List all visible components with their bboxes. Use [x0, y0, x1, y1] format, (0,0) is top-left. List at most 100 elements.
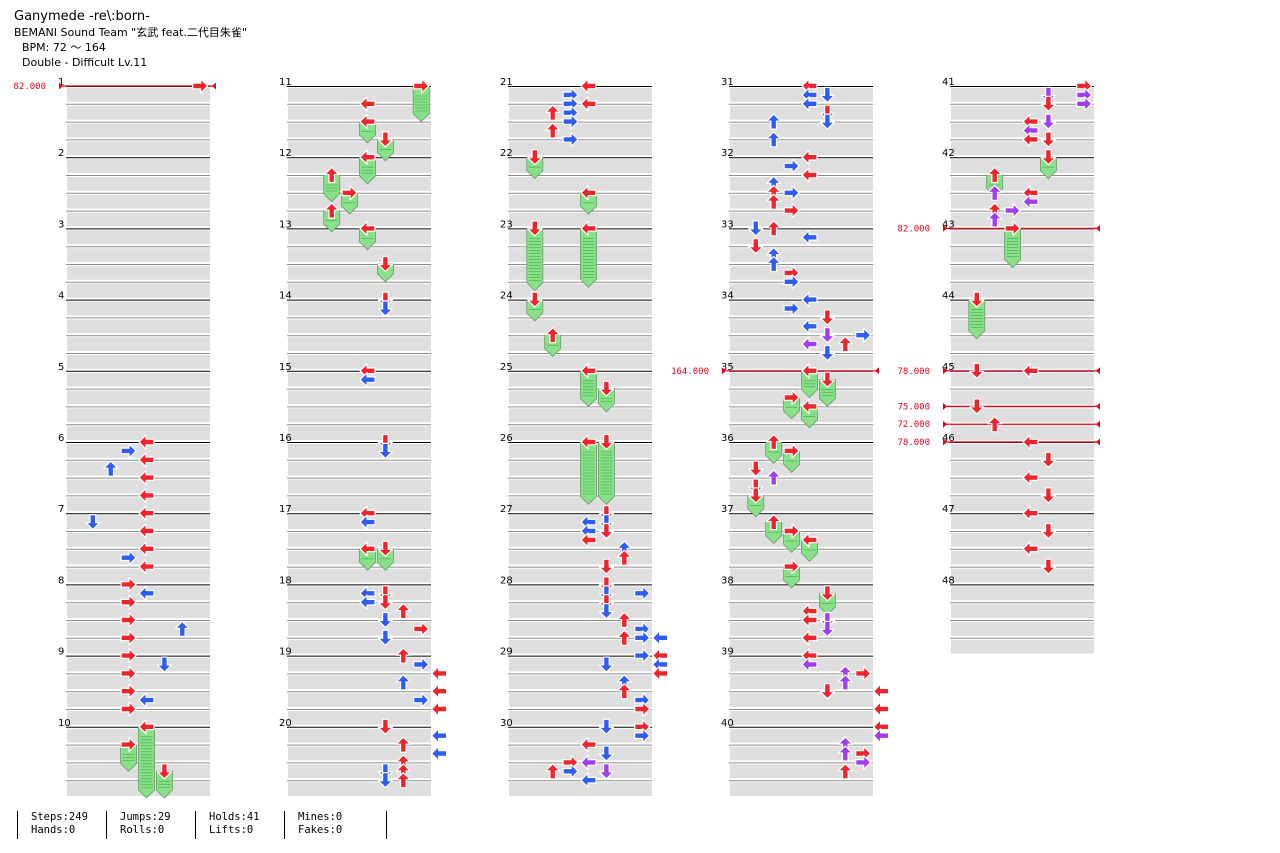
stat-jumps: Jumps:29	[120, 811, 171, 823]
beat-band	[509, 355, 652, 369]
beat-band	[951, 461, 1094, 476]
beat-band	[288, 319, 431, 334]
beat-band	[951, 568, 1094, 583]
step-arrow	[598, 585, 615, 602]
step-arrow	[138, 470, 155, 486]
measure-number: 22	[500, 148, 513, 159]
beat-band	[509, 319, 652, 334]
step-arrow	[616, 549, 632, 566]
beat-band	[509, 746, 652, 761]
beat-band	[951, 550, 1094, 565]
step-arrow	[969, 398, 985, 415]
measure-number: 35	[721, 362, 734, 373]
beat-band	[730, 461, 873, 476]
beat-band	[288, 105, 431, 120]
step-arrow	[616, 629, 632, 646]
beat-band	[67, 390, 210, 405]
hold-note	[968, 299, 986, 340]
step-arrow	[120, 647, 137, 664]
measure-column: 1 2 3 4 5 6 7 8 9 10	[58, 77, 210, 796]
beat-band	[67, 88, 210, 102]
step-arrow	[819, 309, 836, 326]
step-arrow	[766, 255, 782, 273]
beat-band	[509, 764, 652, 779]
step-arrow	[545, 763, 561, 780]
beat-band	[951, 105, 1094, 120]
step-arrow	[1040, 522, 1057, 540]
step-arrow	[598, 718, 615, 735]
beat-band	[951, 372, 1094, 387]
step-arrow	[634, 630, 651, 646]
beat-band	[509, 123, 652, 138]
step-arrow	[748, 238, 764, 255]
measure-number: 17	[279, 504, 292, 515]
step-arrow	[138, 452, 155, 468]
step-arrow	[1022, 470, 1039, 486]
beat-band	[288, 390, 431, 405]
beat-band	[67, 319, 210, 334]
step-arrow	[395, 674, 411, 691]
step-arrow	[837, 745, 853, 762]
beat-band	[67, 711, 210, 725]
beat-band	[509, 693, 652, 707]
step-arrow	[580, 78, 597, 94]
step-arrow	[855, 745, 872, 762]
beat-band	[67, 266, 210, 280]
beat-band	[67, 533, 210, 547]
step-arrow	[598, 505, 615, 522]
step-arrow	[138, 585, 155, 601]
step-arrow	[783, 523, 800, 539]
step-arrow	[562, 87, 579, 103]
step-arrow	[783, 274, 800, 290]
step-arrow	[598, 656, 615, 673]
bpm-change-label: 82.000	[897, 224, 930, 234]
beat-band	[730, 444, 873, 458]
measure-number: 46	[942, 433, 955, 444]
beat-band	[288, 568, 431, 583]
measure-number: 2	[58, 148, 64, 159]
step-arrow	[598, 513, 615, 531]
step-arrow	[431, 665, 448, 682]
step-arrow	[819, 371, 836, 388]
beat-band	[730, 194, 873, 209]
step-arrow	[377, 594, 393, 611]
beat-band	[67, 515, 210, 529]
step-arrow	[580, 96, 597, 112]
step-arrow	[431, 728, 448, 744]
step-arrow	[156, 763, 172, 780]
hold-body	[580, 228, 597, 288]
beat-band	[951, 479, 1094, 494]
stat-lifts: Lifts:0	[209, 824, 254, 836]
bpm-change-label: 78.000	[897, 367, 930, 377]
step-arrow	[377, 611, 393, 629]
measure-number: 18	[279, 575, 292, 586]
beat-band	[288, 177, 431, 191]
beat-band	[288, 497, 431, 512]
beat-band	[730, 711, 873, 725]
step-arrow	[580, 220, 597, 236]
step-arrow	[413, 656, 430, 673]
measure-number: 23	[500, 219, 513, 230]
step-arrow	[801, 167, 818, 183]
measure-column: 41 42 43 44 45 46 47 48	[942, 77, 1094, 654]
beat-band	[67, 675, 210, 690]
beat-band	[288, 461, 431, 476]
measure-column: 11 12 13 14 15 16 17 18 19 20	[279, 77, 431, 796]
step-arrow	[837, 674, 853, 691]
step-arrow	[192, 78, 209, 94]
beat-band	[509, 675, 652, 690]
step-arrow	[634, 647, 651, 664]
measure-number: 4	[58, 291, 64, 302]
beat-band	[288, 533, 431, 547]
measure-column: 31 32 33 34 35 36 37 38 39 40	[721, 77, 873, 796]
step-arrow	[1022, 434, 1039, 450]
step-arrow	[1076, 96, 1093, 112]
beat-band	[730, 515, 873, 529]
beat-band	[951, 248, 1094, 262]
step-arrow	[120, 736, 137, 753]
beat-band	[509, 497, 652, 512]
beat-band	[288, 248, 431, 262]
beat-band	[509, 105, 652, 120]
beat-band	[67, 212, 210, 227]
beat-band	[730, 764, 873, 779]
